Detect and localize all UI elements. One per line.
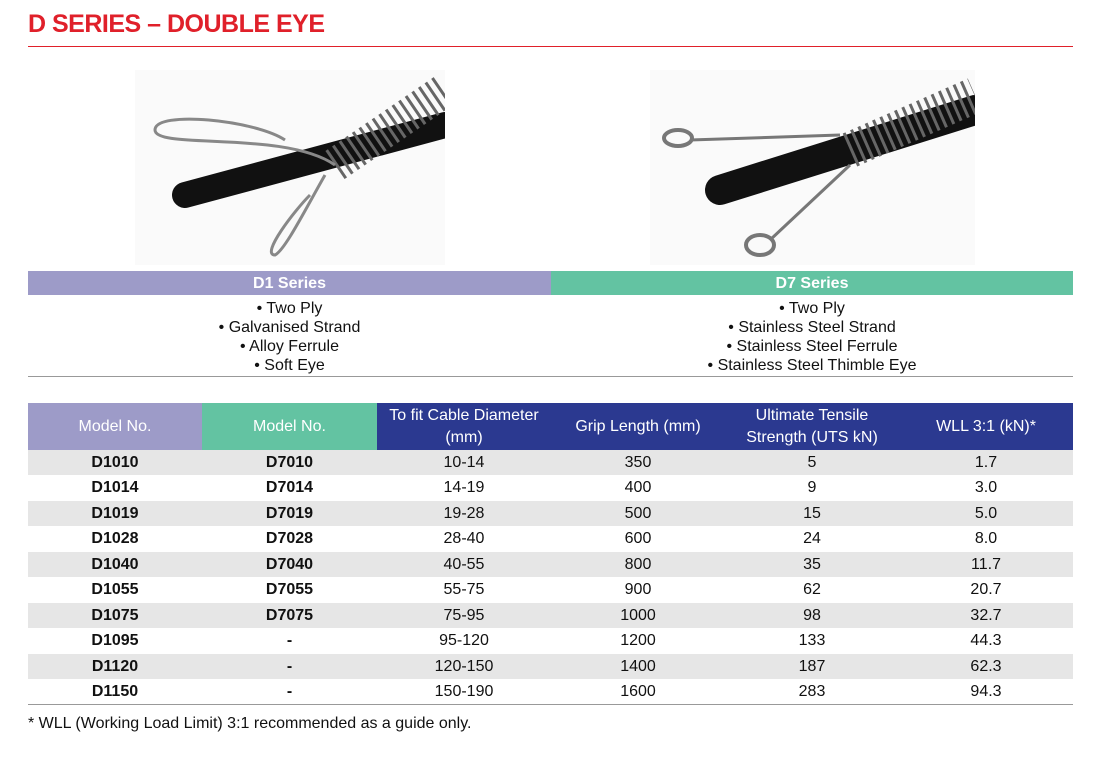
table-cell: D7028	[202, 526, 377, 552]
table-cell: D1019	[28, 500, 202, 527]
feature: • Stainless Steel Thimble Eye	[707, 357, 917, 374]
table-cell: 14-19	[377, 475, 551, 501]
table-cell: 15	[725, 500, 899, 527]
feature: • Alloy Ferrule	[240, 338, 339, 355]
table-cell: D1075	[28, 602, 202, 629]
table-cell: 19-28	[377, 500, 551, 527]
table-cell: 120-150	[377, 653, 551, 680]
table-row: D1055 D7055 55-75 900 62 20.7	[28, 577, 1073, 603]
feature: • Stainless Steel Ferrule	[726, 338, 898, 355]
column-header: To fit Cable Diameter (mm)	[377, 403, 551, 450]
table-cell: D1040	[28, 551, 202, 578]
series-header: D1 Series	[28, 271, 551, 295]
table-cell: 5	[725, 450, 899, 476]
table-cell: 94.3	[899, 679, 1073, 705]
divider	[28, 376, 1073, 377]
table-cell: 35	[725, 551, 899, 578]
table-row: D1014 D7014 14-19 400 9 3.0	[28, 475, 1073, 501]
table-cell: 900	[551, 577, 725, 603]
table-row: D1120-120-150 1400 187 62.3	[28, 653, 1073, 680]
table-cell: D7019	[202, 500, 377, 527]
column-header: WLL 3:1 (kN)*	[899, 403, 1073, 450]
table-cell: D7040	[202, 551, 377, 578]
table-cell: 1.7	[899, 450, 1073, 476]
product-image-d1	[135, 70, 445, 265]
table-cell: 75-95	[377, 602, 551, 629]
series-header: D7 Series	[551, 271, 1073, 295]
table-cell: 187	[725, 653, 899, 680]
table-row: D1040 D7040 40-55 800 35 11.7	[28, 551, 1073, 578]
table-cell: 133	[725, 628, 899, 654]
footnote: * WLL (Working Load Limit) 3:1 recommend…	[28, 715, 472, 732]
table-cell: 11.7	[899, 551, 1073, 578]
table-cell: D7010	[202, 450, 377, 476]
feature: • Galvanised Strand	[218, 319, 361, 336]
table-cell: 62	[725, 577, 899, 603]
table-cell: 1400	[551, 653, 725, 680]
table-cell: 8.0	[899, 526, 1073, 552]
feature: • Soft Eye	[254, 357, 325, 374]
feature: • Two Ply	[779, 300, 845, 317]
title-rule	[28, 46, 1073, 47]
column-header: Grip Length (mm)	[551, 403, 725, 450]
spec-table: Model No. Model No. To fit Cable Diameter …	[28, 403, 1073, 705]
table-cell: 9	[725, 475, 899, 501]
table-cell: 3.0	[899, 475, 1073, 501]
table-row: D1028 D7028 28-40 600 24 8.0	[28, 526, 1073, 552]
table-cell: D1010	[28, 450, 202, 476]
table-cell: 24	[725, 526, 899, 552]
table-row: D1010 D7010 10-14 350 5 1.7	[28, 450, 1073, 476]
table-cell: 800	[551, 551, 725, 578]
table-cell: D1095	[28, 628, 202, 654]
table-cell: D7055	[202, 577, 377, 603]
table-cell: D1028	[28, 526, 202, 552]
table-cell: 1200	[551, 628, 725, 654]
table-cell: 10-14	[377, 450, 551, 476]
table-row: D1095-95-120 1200 133 44.3	[28, 628, 1073, 654]
table-cell: 150-190	[377, 679, 551, 705]
table-row: D1150-150-190 1600 283 94.3	[28, 679, 1073, 705]
table-cell: 1600	[551, 679, 725, 705]
product-image-d7	[650, 70, 975, 265]
table-cell: D1150	[28, 679, 202, 705]
table-cell: 28-40	[377, 526, 551, 552]
feature: • Two Ply	[256, 300, 323, 317]
column-header: Model No.	[28, 403, 202, 450]
table-cell: -	[202, 653, 377, 680]
table-cell: 40-55	[377, 551, 551, 578]
table-cell: 5.0	[899, 500, 1073, 527]
table-cell: 1000	[551, 602, 725, 629]
table-cell: D1120	[28, 653, 202, 680]
feature-list: • Two Ply • Galvanised Strand • Alloy Ferr…	[28, 299, 551, 375]
header-row: Model No. Model No. To fit Cable Diameter …	[28, 403, 1073, 450]
table-cell: -	[202, 679, 377, 705]
table-row: D1019 D7019 19-28 500 15 5.0	[28, 500, 1073, 527]
column-header: Ultimate Tensile Strength (UTS kN)	[725, 403, 899, 450]
table-cell: D7014	[202, 475, 377, 501]
page-title: D SERIES – DOUBLE EYE	[28, 10, 325, 38]
table-cell: 44.3	[899, 628, 1073, 654]
table-cell: 98	[725, 602, 899, 629]
table-cell: 62.3	[899, 653, 1073, 680]
table-cell: 283	[725, 679, 899, 705]
table-cell: 32.7	[899, 602, 1073, 629]
table-cell: D1055	[28, 577, 202, 603]
column-header: Model No.	[202, 403, 377, 450]
feature-list: • Two Ply • Stainless Steel Strand • Stain…	[551, 299, 1073, 375]
table-cell: 20.7	[899, 577, 1073, 603]
feature: • Stainless Steel Strand	[728, 319, 896, 336]
table-cell: 55-75	[377, 577, 551, 603]
table-cell: 95-120	[377, 628, 551, 654]
table-cell: 400	[551, 475, 725, 501]
table-row: D1075 D7075 75-95 1000 98 32.7	[28, 602, 1073, 629]
table-cell: -	[202, 628, 377, 654]
table-cell: D1014	[28, 475, 202, 501]
table-cell: 500	[551, 500, 725, 527]
table-cell: 600	[551, 526, 725, 552]
table-cell: D7075	[202, 602, 377, 629]
table-cell: 350	[551, 450, 725, 476]
